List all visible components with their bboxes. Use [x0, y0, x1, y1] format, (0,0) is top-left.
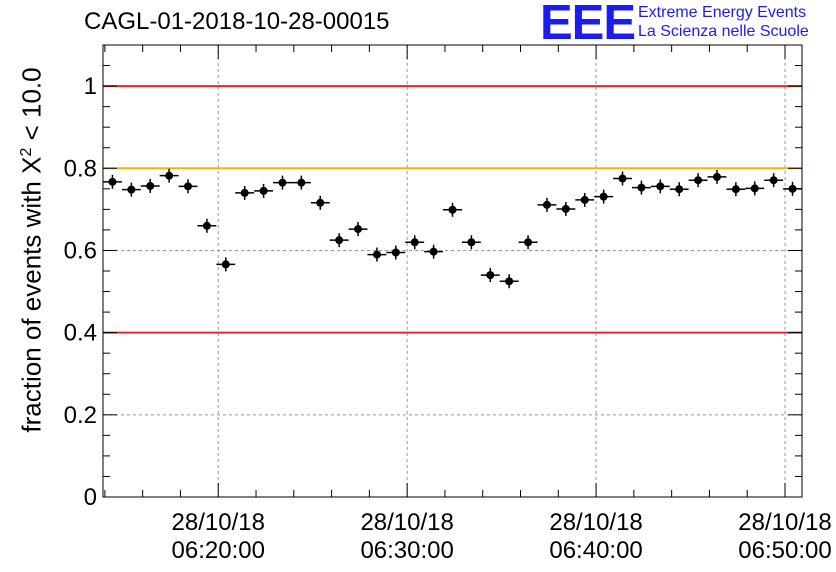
y-tick-label: 0.2 — [64, 402, 97, 429]
data-point — [127, 185, 136, 194]
y-tick-label: 0.6 — [64, 237, 97, 264]
data-point — [656, 182, 665, 191]
data-point — [505, 277, 514, 286]
logo-caption-line1: Extreme Energy Events — [638, 4, 807, 21]
eee-logo: EEE — [540, 0, 636, 46]
x-tick-label-date: 28/10/18 — [172, 509, 265, 536]
x-tick-label-time: 06:30:00 — [360, 537, 453, 564]
y-tick-label: 0.4 — [64, 320, 97, 347]
data-point — [335, 236, 344, 245]
data-point — [448, 205, 457, 214]
data-point — [524, 238, 533, 247]
data-point — [202, 221, 211, 230]
x-tick-label-time: 06:40:00 — [549, 537, 642, 564]
data-point — [561, 204, 570, 213]
data-point — [221, 260, 230, 269]
data-point — [391, 248, 400, 257]
data-point — [769, 176, 778, 185]
plot-frame — [102, 44, 803, 498]
data-point — [712, 172, 721, 181]
data-point — [278, 178, 287, 187]
data-point — [410, 238, 419, 247]
data-point — [316, 198, 325, 207]
chart-title: CAGL-01-2018-10-28-00015 — [84, 8, 390, 35]
data-point — [750, 184, 759, 193]
x-tick-label-date: 28/10/18 — [738, 509, 831, 536]
logo-caption: Extreme Energy Events La Scienza nelle S… — [638, 3, 809, 41]
data-point — [259, 186, 268, 195]
data-point — [108, 177, 117, 186]
data-point — [240, 188, 249, 197]
data-point — [580, 195, 589, 204]
data-point — [675, 185, 684, 194]
x-tick-label-date: 28/10/18 — [360, 509, 453, 536]
data-point — [184, 182, 193, 191]
data-point — [354, 225, 363, 234]
data-point — [694, 176, 703, 185]
data-point — [731, 185, 740, 194]
data-point — [467, 238, 476, 247]
y-tick-label: 0 — [84, 484, 97, 511]
data-point — [618, 174, 627, 183]
logo-caption-line2: La Scienza nelle Scuole — [638, 23, 809, 40]
y-tick-label: 1 — [84, 73, 97, 100]
data-point — [486, 271, 495, 280]
data-point — [165, 171, 174, 180]
y-tick-label: 0.8 — [64, 155, 97, 182]
data-point — [429, 247, 438, 256]
x-tick-label-time: 06:20:00 — [172, 537, 265, 564]
data-point — [297, 178, 306, 187]
data-point — [542, 200, 551, 209]
data-point — [372, 250, 381, 259]
x-tick-label-date: 28/10/18 — [549, 509, 642, 536]
data-point — [599, 192, 608, 201]
x-tick-label-time: 06:50:00 — [738, 537, 831, 564]
data-point — [788, 184, 797, 193]
data-point — [146, 181, 155, 190]
data-point — [637, 183, 646, 192]
